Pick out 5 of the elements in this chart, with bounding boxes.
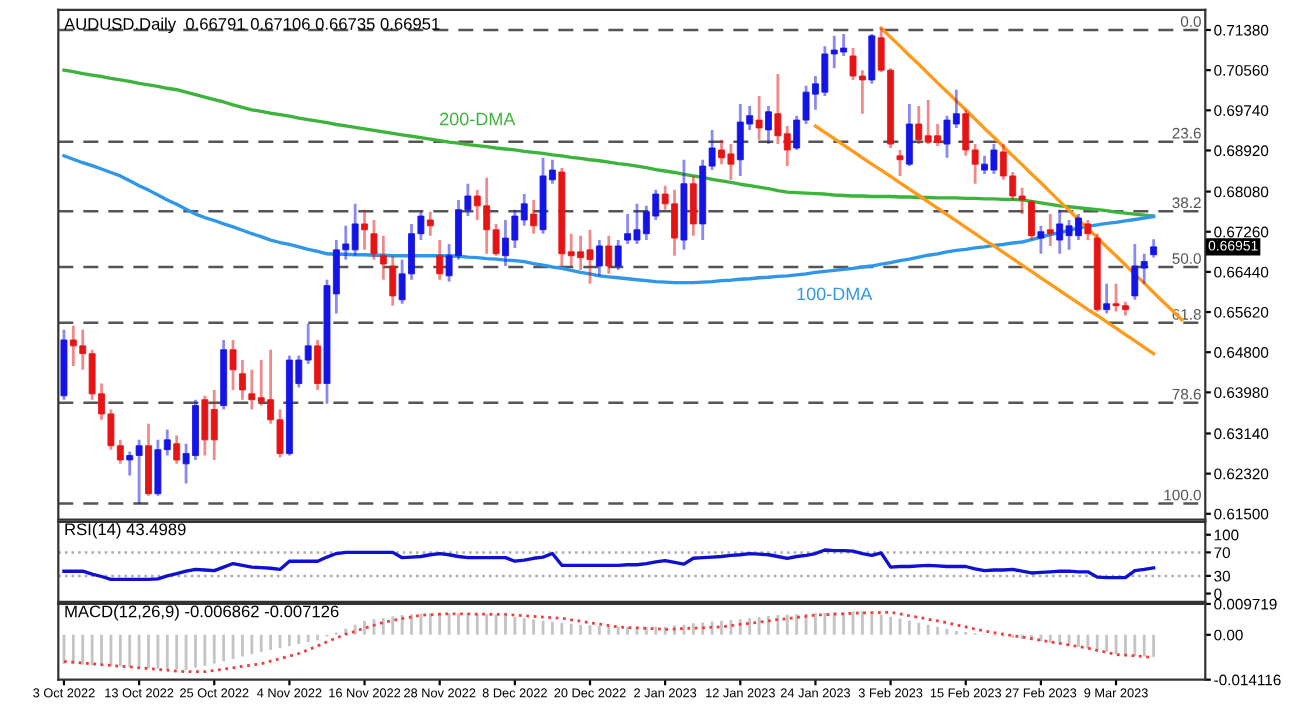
chart-title: AUDUSD.Daily 0.66791 0.67106 0.66735 0.66951 — [64, 17, 440, 34]
chart-title: RSI(14) 43.4989 — [65, 523, 186, 539]
series-label: 200-DMA — [440, 112, 516, 126]
series-label: 100-DMA — [797, 287, 873, 301]
chart-title: MACD(12,26,9) -0.006862 -0.007126 — [65, 605, 339, 621]
